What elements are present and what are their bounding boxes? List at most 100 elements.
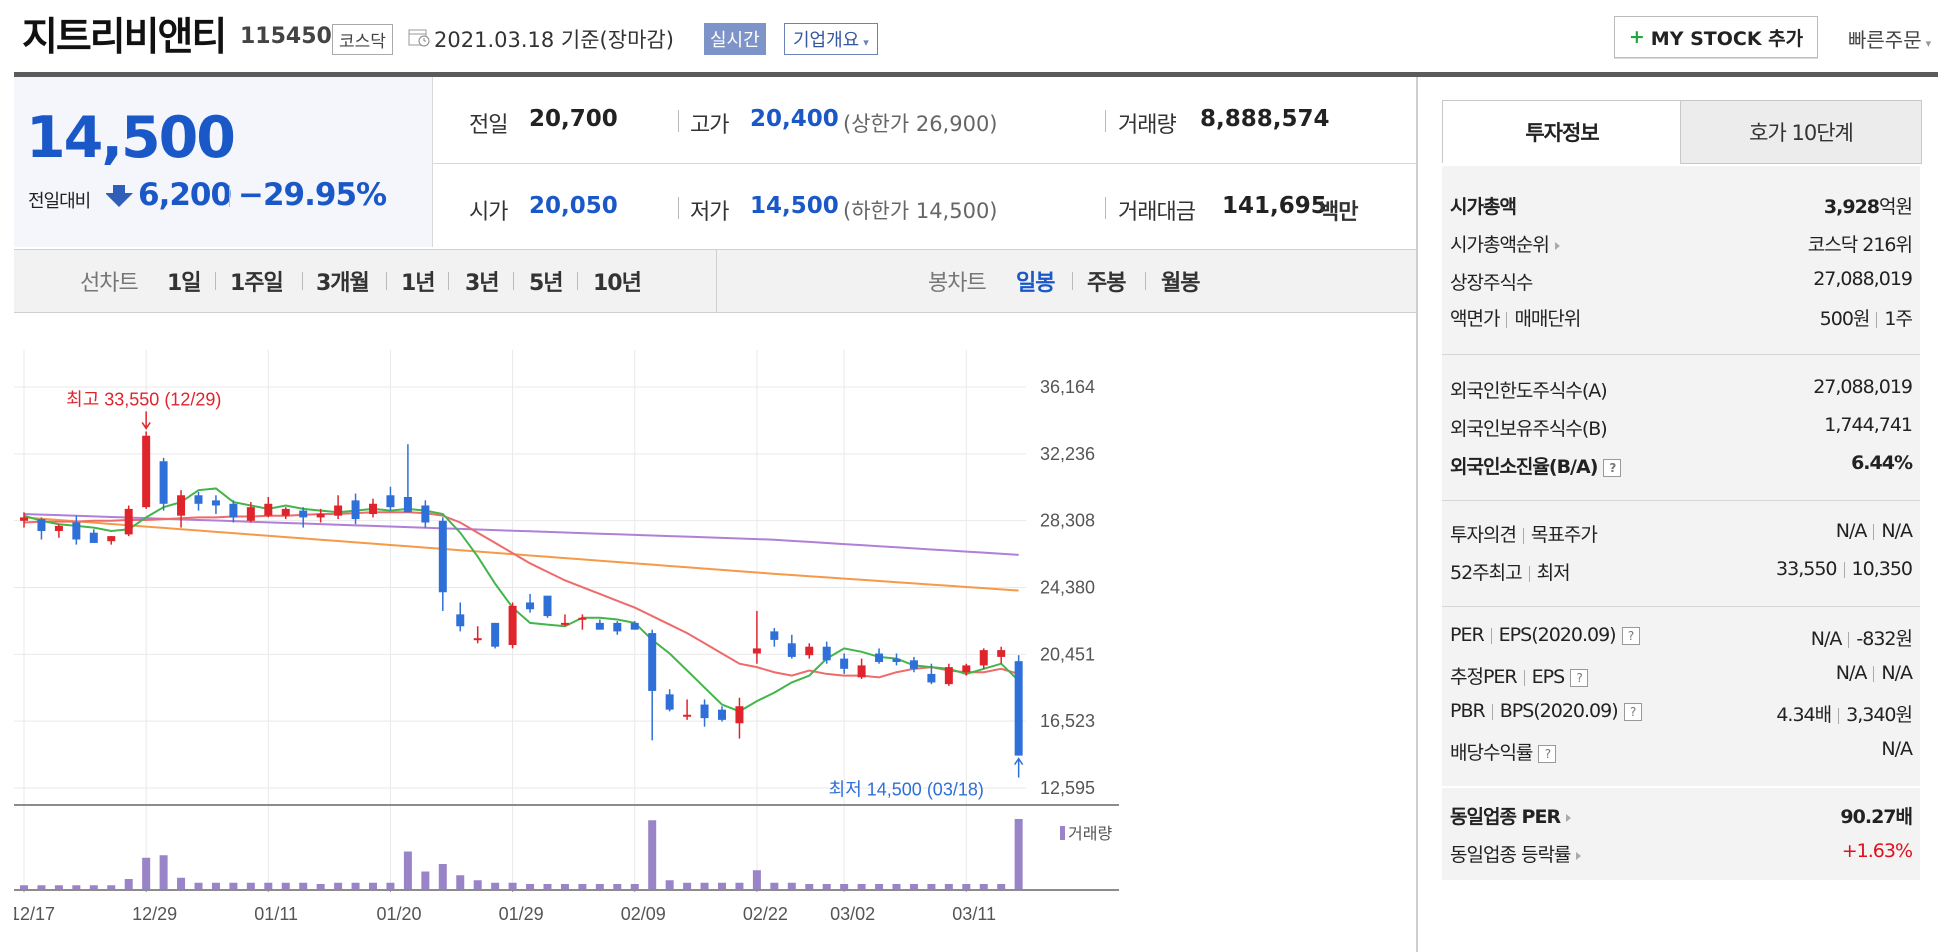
industry-per-label-cell[interactable]: 동일업종 PER xyxy=(1450,802,1572,829)
est-per-label-cell: 추정PER EPS? xyxy=(1450,662,1589,689)
divider xyxy=(1838,707,1840,724)
candle-body xyxy=(840,658,849,669)
prev-close-label: 전일 xyxy=(469,113,508,138)
bps-value: 3,340원 xyxy=(1846,704,1913,726)
period-3y[interactable]: 3년 xyxy=(465,271,500,296)
x-tick-label: 01/11 xyxy=(254,904,298,924)
period-1w[interactable]: 1주일 xyxy=(230,271,284,296)
divider xyxy=(678,197,679,219)
candle-body xyxy=(334,505,343,516)
volume-bar xyxy=(683,882,692,889)
divider xyxy=(1105,197,1106,219)
week52-high-label: 52주최고 xyxy=(1450,562,1523,584)
help-icon[interactable]: ? xyxy=(1621,626,1640,645)
divider xyxy=(1145,272,1146,290)
market-badge: 코스닥 xyxy=(332,24,393,55)
tab-invest-info[interactable]: 투자정보 xyxy=(1442,100,1682,163)
period-1y[interactable]: 1년 xyxy=(401,271,436,296)
help-icon[interactable]: ? xyxy=(1603,458,1622,477)
divider xyxy=(577,272,578,290)
candle-body xyxy=(246,507,255,521)
help-icon[interactable]: ? xyxy=(1623,702,1642,721)
candle-body xyxy=(473,638,482,641)
x-tick-label: 03/02 xyxy=(830,904,875,924)
divider xyxy=(1523,669,1525,686)
candle-body xyxy=(264,503,273,516)
realtime-badge[interactable]: 실시간 xyxy=(704,23,766,55)
volume-bar xyxy=(997,884,1006,889)
volume-bar xyxy=(962,884,971,889)
volume-bar xyxy=(369,882,377,889)
opinion-row: 투자의견 목표주가 N/A N/A xyxy=(1442,516,1920,554)
price-chart[interactable]: 36,164 32,236 28,308 24,380 20,451 16,523 12,5… xyxy=(14,350,1416,952)
stock-code: 115450 xyxy=(240,24,332,49)
y-tick-label: 20,451 xyxy=(1040,644,1095,664)
legend-label: 5 xyxy=(38,350,47,354)
period-3m[interactable]: 3개월 xyxy=(316,271,370,296)
divider xyxy=(1506,311,1508,328)
help-icon[interactable]: ? xyxy=(1538,744,1557,763)
divider xyxy=(1873,523,1875,540)
face-label: 액면가 xyxy=(1450,308,1500,330)
eps-label: EPS(2020.09) xyxy=(1498,624,1617,646)
volume-bar xyxy=(229,882,238,889)
volume-bar xyxy=(665,880,674,889)
est-per-row: 추정PER EPS? N/A N/A xyxy=(1442,658,1920,696)
period-1d[interactable]: 1일 xyxy=(167,271,202,296)
upper-limit: (상한가 26,900) xyxy=(843,112,998,136)
industry-per-row: 동일업종 PER 90.27배 xyxy=(1442,798,1920,836)
x-tick-label: 12/17 xyxy=(14,904,55,924)
prev-close-value: 20,700 xyxy=(529,106,618,132)
industry-per-value: 90.27배 xyxy=(1840,806,1913,828)
chevron-down-icon: ▾ xyxy=(1925,37,1932,50)
help-icon[interactable]: ? xyxy=(1570,668,1589,687)
period-10y[interactable]: 10년 xyxy=(593,271,642,296)
my-stock-add-button[interactable]: + MY STOCK 추가 xyxy=(1614,16,1818,58)
divider xyxy=(1072,272,1073,290)
rank-label-cell[interactable]: 시가총액순위 xyxy=(1450,230,1560,257)
divider xyxy=(1105,110,1106,132)
down-arrow-icon xyxy=(106,185,133,207)
volume-bar xyxy=(840,884,849,889)
candle-body xyxy=(107,536,116,542)
volume-bar xyxy=(752,870,761,889)
per-row: PER EPS(2020.09)? N/A -832원 xyxy=(1442,620,1920,658)
opinion-value: N/A xyxy=(1835,520,1868,542)
unit-value: 1주 xyxy=(1884,308,1913,330)
volume-bar xyxy=(334,882,343,889)
high-annotation: 최고 33,550 (12/29) xyxy=(66,389,221,409)
candle-body xyxy=(718,709,726,720)
divider xyxy=(1528,565,1530,582)
foreign-limit-value: 27,088,019 xyxy=(1813,376,1913,398)
open-label: 시가 xyxy=(469,200,508,225)
volume-bar xyxy=(456,875,465,889)
eps-value: -832원 xyxy=(1856,628,1913,650)
foreign-rate-value: 6.44% xyxy=(1851,452,1913,474)
quick-order-link[interactable]: 빠른주문 ▾ xyxy=(1848,24,1931,53)
candle-body xyxy=(752,648,761,654)
volume-bar xyxy=(20,885,28,889)
volume-bar xyxy=(595,884,604,889)
period-5y[interactable]: 5년 xyxy=(529,271,564,296)
industry-rate-label-cell[interactable]: 동일업종 등락률 xyxy=(1450,840,1582,867)
est-eps-label: EPS xyxy=(1531,666,1566,688)
caret-right-icon xyxy=(1566,813,1572,822)
volume-bar xyxy=(421,871,430,889)
volume-bar xyxy=(613,884,622,889)
volume-bar xyxy=(403,851,412,889)
caret-right-icon xyxy=(1576,851,1582,860)
candle-body xyxy=(124,508,133,535)
amount-unit: 백만 xyxy=(1319,200,1358,225)
candle-monthly[interactable]: 월봉 xyxy=(1161,271,1200,296)
candle-weekly[interactable]: 주봉 xyxy=(1087,271,1126,296)
shares-label: 상장주식수 xyxy=(1450,272,1533,294)
tab-hoga-10[interactable]: 호가 10단계 xyxy=(1680,100,1922,164)
volume-bar xyxy=(526,884,535,889)
est-eps-value: N/A xyxy=(1881,662,1913,684)
company-overview-dropdown[interactable]: 기업개요 ▾ xyxy=(784,23,878,55)
candle-daily[interactable]: 일봉 xyxy=(1016,271,1055,296)
divider xyxy=(716,249,717,313)
candle-body xyxy=(281,508,290,516)
candle-body xyxy=(20,517,28,521)
price-change: 6,200 xyxy=(138,177,232,213)
